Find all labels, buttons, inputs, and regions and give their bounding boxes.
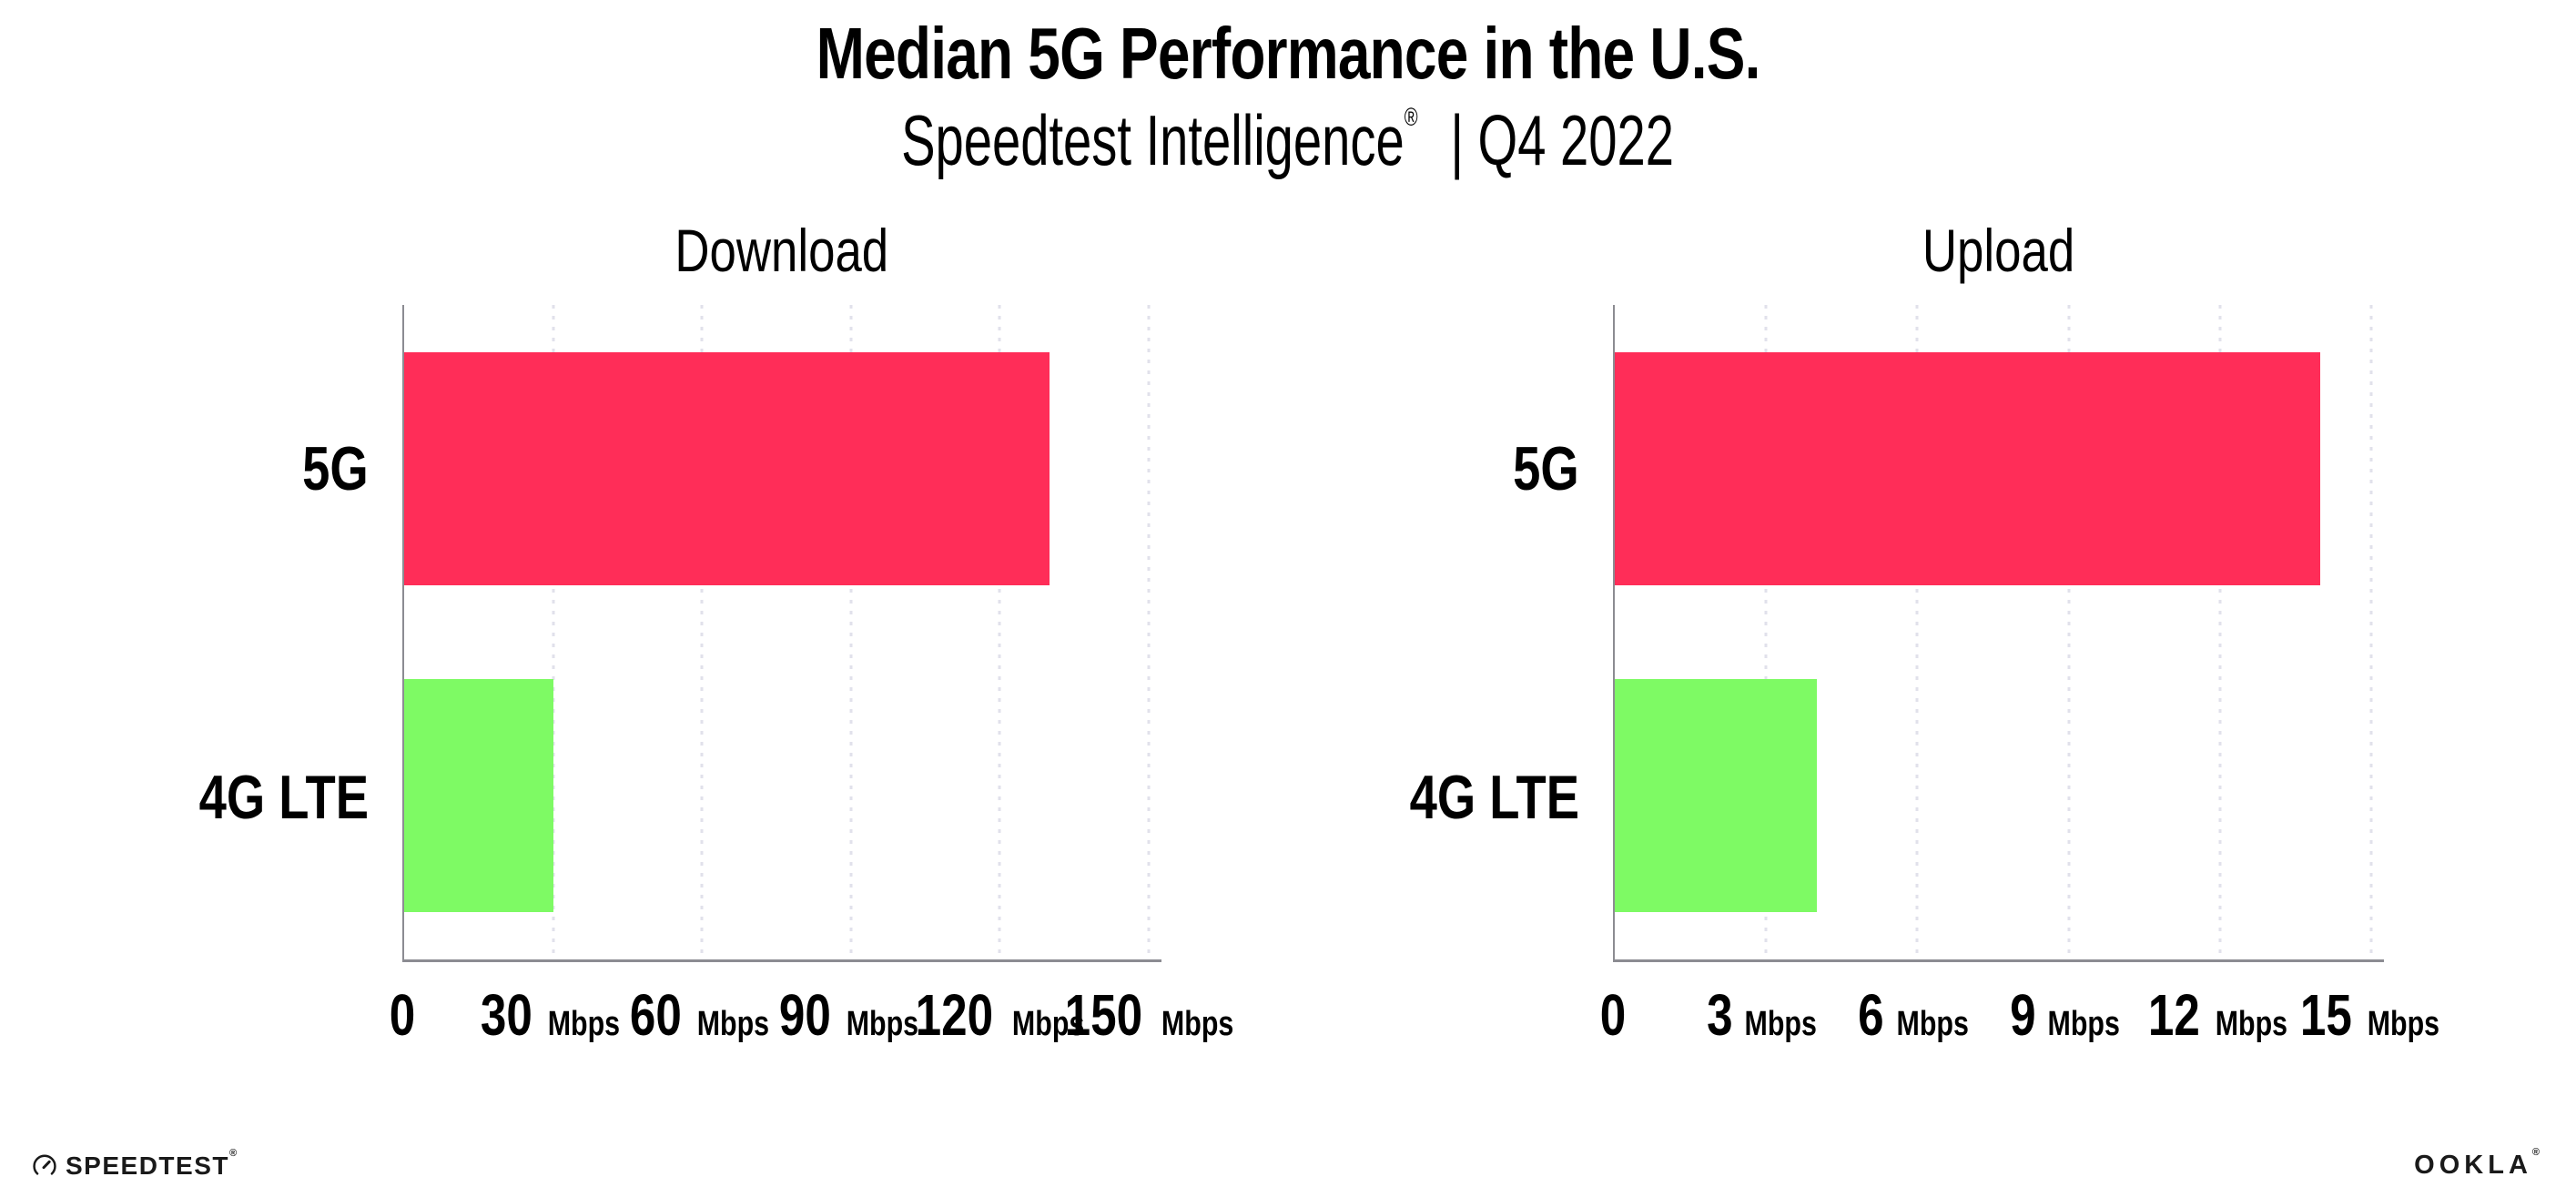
category-label: 4G LTE (1409, 763, 1579, 833)
category-label: 5G (302, 434, 369, 504)
x-tick: 0 (1597, 962, 1629, 1044)
tick-value: 9 (2009, 981, 2036, 1048)
speedtest-registered-symbol: ® (228, 1148, 238, 1159)
gridline (700, 304, 704, 959)
gridline (1915, 304, 1919, 959)
gridline (552, 304, 555, 959)
footer: SPEEDTEST® OOKLA® (32, 1147, 2544, 1181)
x-tick: 120 Mbps (906, 962, 1093, 1044)
x-tick: 30 Mbps (474, 962, 629, 1044)
gridline (998, 304, 1001, 959)
tick-unit: Mbps (2047, 1004, 2121, 1043)
tick-unit: Mbps (1896, 1004, 1969, 1043)
upload-y-axis-labels: 5G 4G LTE (1407, 305, 1613, 962)
x-tick: 12 Mbps (2142, 962, 2297, 1044)
subtitle-text: Speedtest Intelligence® | Q4 2022 (901, 99, 1675, 180)
tick-unit: Mbps (1161, 1004, 1234, 1043)
ookla-logo: OOKLA® (2414, 1147, 2544, 1181)
speedtest-wordmark: SPEEDTEST® (66, 1148, 238, 1181)
tick-value: 60 (629, 981, 682, 1048)
tick-value: 15 (2299, 981, 2352, 1048)
tick-value: 90 (778, 981, 831, 1048)
speedtest-label: SPEEDTEST (66, 1151, 229, 1180)
page-title: Median 5G Performance in the U.S. (0, 13, 2576, 95)
gridline (849, 304, 853, 959)
bar-5g (1615, 351, 2321, 585)
bar-5g (404, 351, 1050, 585)
x-tick: 6 Mbps (1855, 962, 1978, 1044)
tick-value: 30 (480, 981, 532, 1048)
x-tick: 150 Mbps (1055, 962, 1242, 1044)
bar-4g-lte (1615, 679, 1817, 913)
tick-value: 0 (1599, 981, 1627, 1048)
category-label: 4G LTE (198, 763, 369, 833)
registered-trademark-symbol: ® (1405, 102, 1419, 131)
upload-chart: Upload 5G 4G LTE 0 3 Mbps 6 Mbps 9 Mbps 12 Mbps 15… (1407, 196, 2440, 1126)
page-title-text: Median 5G Performance in the U.S. (816, 13, 1761, 94)
gridline (2369, 304, 2373, 959)
tick-unit: Mbps (547, 1004, 621, 1043)
download-chart-title: Download (402, 196, 1161, 305)
x-tick: 15 Mbps (2294, 962, 2449, 1044)
tick-value: 12 (2148, 981, 2201, 1048)
tick-value: 3 (1706, 981, 1733, 1048)
x-tick: 0 (386, 962, 419, 1044)
tick-unit: Mbps (846, 1004, 919, 1043)
x-tick: 9 Mbps (2006, 962, 2129, 1044)
ookla-registered-symbol: ® (2531, 1147, 2544, 1158)
tick-unit: Mbps (696, 1004, 770, 1043)
bar-4g-lte (404, 679, 553, 913)
tick-unit: Mbps (2216, 1004, 2288, 1043)
download-chart-title-text: Download (674, 216, 889, 284)
download-x-axis: 0 30 Mbps 60 Mbps 90 Mbps 120 Mbps 150 Mbps (390, 962, 1233, 1126)
gridline (1764, 304, 1768, 959)
charts-row: Download 5G 4G LTE 0 30 Mbps 60 Mbps 90 Mbps 120… (0, 196, 2576, 1126)
tick-unit: Mbps (1744, 1004, 1818, 1043)
tick-unit: Mbps (2367, 1004, 2440, 1043)
ookla-wordmark: OOKLA® (2414, 1147, 2544, 1180)
ookla-label: OOKLA (2414, 1151, 2532, 1180)
x-tick: 3 Mbps (1703, 962, 1826, 1044)
tick-value: 120 (915, 981, 994, 1048)
tick-value: 150 (1064, 981, 1143, 1048)
header: Median 5G Performance in the U.S. Speedt… (0, 0, 2576, 178)
upload-plot-area (1613, 304, 2384, 962)
tick-unit: Mbps (1011, 1004, 1085, 1043)
tick-value: 0 (389, 981, 416, 1048)
speedtest-gauge-icon (33, 1154, 56, 1175)
download-chart: Download 5G 4G LTE 0 30 Mbps 60 Mbps 90 Mbps 120… (197, 196, 1234, 1126)
page-subtitle: Speedtest Intelligence® | Q4 2022 (0, 99, 2576, 180)
subtitle-separator (1418, 100, 1451, 180)
subtitle-period: | Q4 2022 (1450, 99, 1675, 180)
subtitle-brand: Speedtest Intelligence (901, 99, 1405, 180)
x-tick: 60 Mbps (624, 962, 778, 1044)
gridline (2218, 304, 2222, 959)
speedtest-logo: SPEEDTEST® (32, 1148, 238, 1181)
download-y-axis-labels: 5G 4G LTE (197, 305, 402, 962)
gridline (1147, 304, 1151, 959)
gridline (2067, 304, 2071, 959)
upload-chart-title: Upload (1613, 196, 2384, 305)
tick-value: 6 (1858, 981, 1884, 1048)
download-plot-area (402, 304, 1161, 962)
x-tick: 90 Mbps (773, 962, 928, 1044)
upload-x-axis: 0 3 Mbps 6 Mbps 9 Mbps 12 Mbps 15 Mbps (1600, 962, 2439, 1126)
upload-chart-title-text: Upload (1922, 216, 2075, 284)
category-label: 5G (1513, 434, 1579, 504)
